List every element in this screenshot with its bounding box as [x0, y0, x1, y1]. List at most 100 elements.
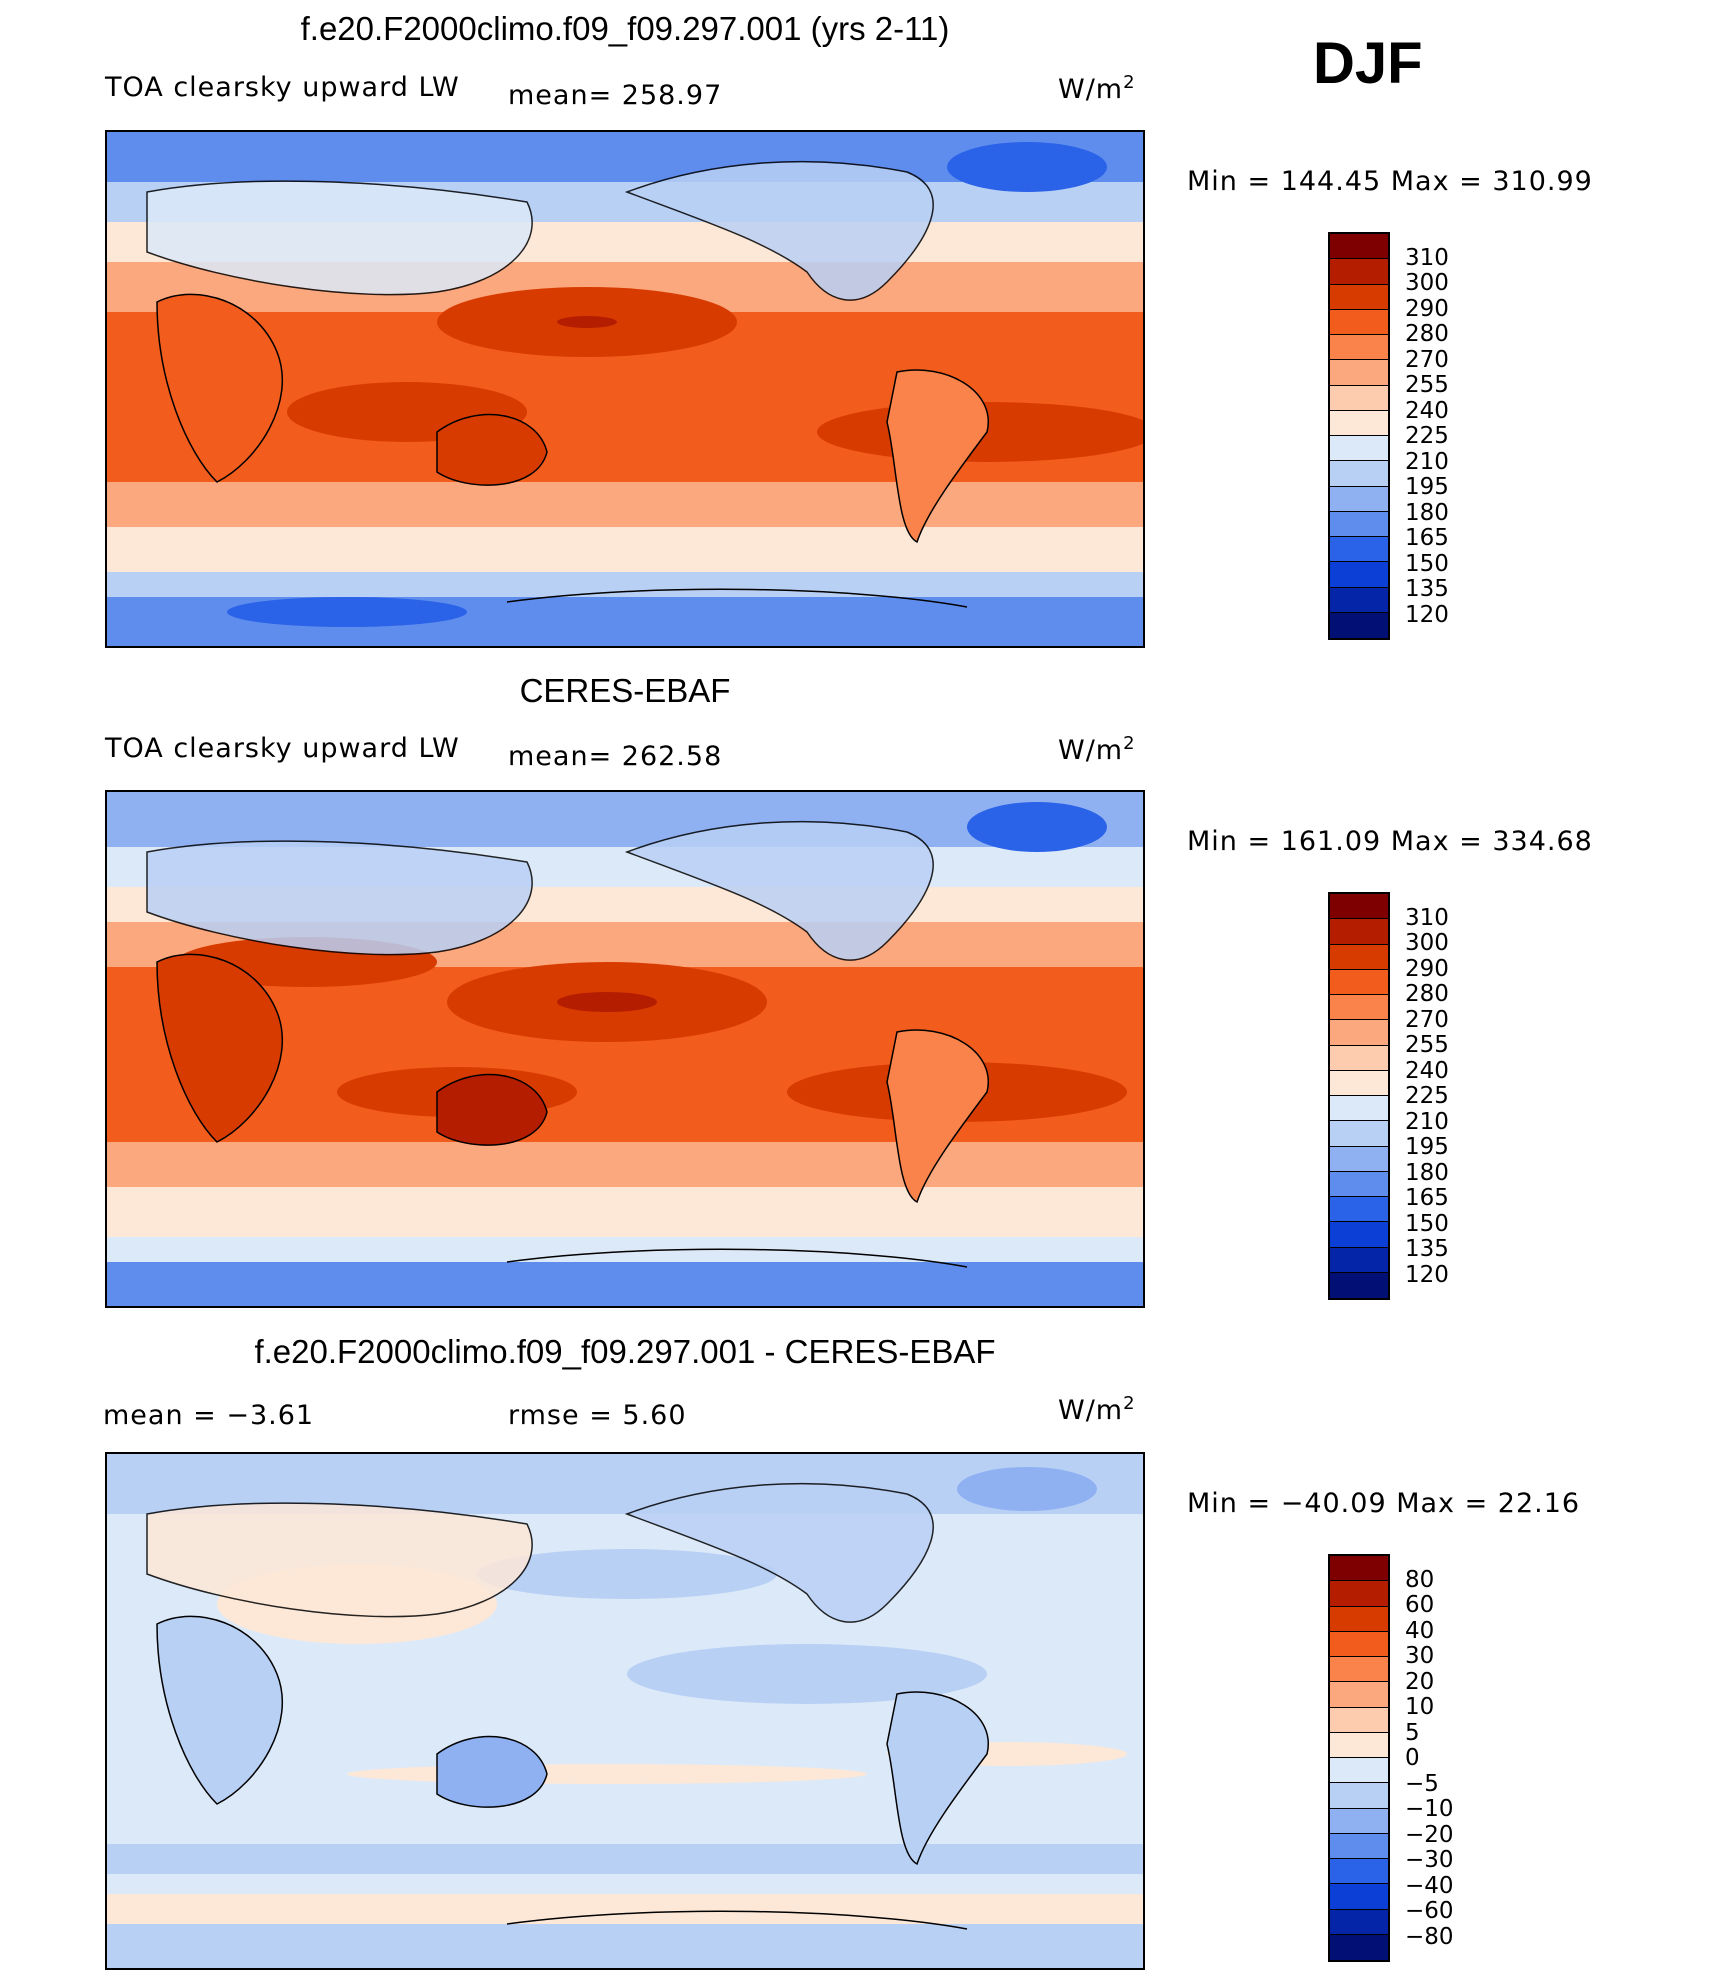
units-text: W/m: [1058, 1395, 1124, 1426]
legend-swatch: [1330, 1020, 1388, 1046]
panel-1-title: f.e20.F2000climo.f09_f09.297.001 (yrs 2-…: [300, 10, 950, 47]
panel-2-map-field: [107, 792, 1143, 1306]
legend-swatch: [1330, 1833, 1388, 1859]
legend-tick-label: −20: [1405, 1821, 1454, 1848]
legend-tick-label: 210: [1405, 1108, 1449, 1135]
legend-tick-label: 80: [1405, 1566, 1435, 1593]
legend-swatch: [1330, 1171, 1388, 1197]
panel-3-legend-bar: [1328, 1554, 1390, 1962]
panel-3-title: f.e20.F2000climo.f09_f09.297.001 - CERES…: [254, 1333, 996, 1370]
panel-2-map: [105, 790, 1145, 1308]
legend-swatch: [1330, 1657, 1388, 1683]
legend-swatch: [1330, 1581, 1388, 1607]
panel-1-mean-label: mean= 258.97: [508, 80, 723, 111]
legend-tick-label: 270: [1405, 1006, 1449, 1033]
legend-swatch: [1330, 335, 1388, 361]
legend-swatch: [1330, 385, 1388, 411]
legend-tick-label: 290: [1405, 295, 1449, 322]
units-exponent: 2: [1123, 733, 1136, 754]
legend-swatch: [1330, 360, 1388, 386]
legend-swatch: [1330, 1121, 1388, 1147]
legend-swatch: [1330, 537, 1388, 563]
legend-swatch: [1330, 234, 1388, 260]
legend-tick-label: 300: [1405, 930, 1449, 956]
legend-swatch: [1330, 511, 1388, 537]
legend-swatch: [1330, 309, 1388, 335]
panel-2-min-max: Min = 161.09 Max = 334.68: [1187, 826, 1593, 857]
legend-tick-label: 240: [1405, 397, 1449, 424]
legend-swatch: [1330, 1070, 1388, 1096]
legend-tick-label: 310: [1405, 244, 1449, 271]
legend-swatch: [1330, 969, 1388, 995]
legend-tick-label: 270: [1405, 346, 1449, 373]
panel-2-variable-label: TOA clearsky upward LW: [105, 733, 460, 764]
legend-tick-label: 150: [1405, 550, 1449, 577]
legend-tick-label: 225: [1405, 423, 1449, 449]
legend-tick-label: 180: [1405, 499, 1449, 526]
legend-swatch: [1330, 612, 1388, 638]
legend-tick-label: 135: [1405, 576, 1449, 602]
legend-tick-label: 240: [1405, 1057, 1449, 1084]
panel-2-units: W/m2: [1058, 733, 1136, 766]
legend-tick-label: −40: [1405, 1872, 1454, 1899]
legend-swatch: [1330, 894, 1388, 920]
legend-tick-label: 120: [1405, 601, 1449, 628]
legend-swatch: [1330, 1606, 1388, 1632]
legend-swatch: [1330, 1197, 1388, 1223]
legend-tick-label: 255: [1405, 372, 1449, 398]
legend-swatch: [1330, 259, 1388, 285]
legend-tick-label: 165: [1405, 1185, 1449, 1211]
legend-tick-label: 280: [1405, 321, 1449, 347]
legend-swatch: [1330, 1909, 1388, 1935]
panel-3-map: [105, 1452, 1145, 1970]
legend-tick-label: 195: [1405, 1134, 1449, 1160]
panel-1-min-max: Min = 144.45 Max = 310.99: [1187, 166, 1593, 197]
legend-swatch: [1330, 1045, 1388, 1071]
legend-tick-label: 60: [1405, 1592, 1435, 1618]
legend-tick-label: 20: [1405, 1668, 1435, 1695]
legend-tick-label: 310: [1405, 904, 1449, 931]
legend-tick-label: 40: [1405, 1617, 1435, 1644]
legend-tick-label: 300: [1405, 270, 1449, 296]
legend-tick-label: 30: [1405, 1643, 1435, 1669]
legend-tick-label: −10: [1405, 1796, 1454, 1822]
legend-swatch: [1330, 1247, 1388, 1273]
legend-swatch: [1330, 562, 1388, 588]
legend-tick-label: 120: [1405, 1261, 1449, 1288]
legend-tick-label: 10: [1405, 1694, 1435, 1720]
legend-swatch: [1330, 587, 1388, 613]
units-text: W/m: [1058, 74, 1124, 105]
legend-swatch: [1330, 1682, 1388, 1708]
legend-tick-label: 195: [1405, 474, 1449, 500]
legend-swatch: [1330, 1934, 1388, 1960]
legend-tick-label: 0: [1405, 1745, 1420, 1771]
panel-1-map: [105, 130, 1145, 648]
panel-3-min-max: Min = −40.09 Max = 22.16: [1187, 1488, 1581, 1519]
legend-swatch: [1330, 486, 1388, 512]
legend-tick-label: −5: [1405, 1770, 1439, 1797]
legend-swatch: [1330, 1222, 1388, 1248]
legend-tick-label: 225: [1405, 1083, 1449, 1109]
legend-swatch: [1330, 1783, 1388, 1809]
legend-tick-label: 5: [1405, 1719, 1420, 1746]
legend-swatch: [1330, 284, 1388, 310]
legend-swatch: [1330, 410, 1388, 436]
legend-swatch: [1330, 1758, 1388, 1784]
legend-tick-label: 165: [1405, 525, 1449, 551]
panel-1-legend-bar: [1328, 232, 1390, 640]
panel-2-title: CERES-EBAF: [519, 672, 731, 709]
legend-tick-label: 210: [1405, 448, 1449, 475]
legend-swatch: [1330, 436, 1388, 462]
legend-swatch: [1330, 1146, 1388, 1172]
units-exponent: 2: [1123, 72, 1136, 93]
legend-swatch: [1330, 1884, 1388, 1910]
legend-tick-label: −60: [1405, 1898, 1454, 1924]
panel-1-map-field: [107, 132, 1143, 646]
legend-tick-label: −80: [1405, 1923, 1454, 1950]
legend-swatch: [1330, 1096, 1388, 1122]
legend-tick-label: 150: [1405, 1210, 1449, 1237]
legend-swatch: [1330, 1631, 1388, 1657]
season-label: DJF: [1313, 31, 1423, 96]
legend-tick-label: 180: [1405, 1159, 1449, 1186]
legend-swatch: [1330, 461, 1388, 487]
